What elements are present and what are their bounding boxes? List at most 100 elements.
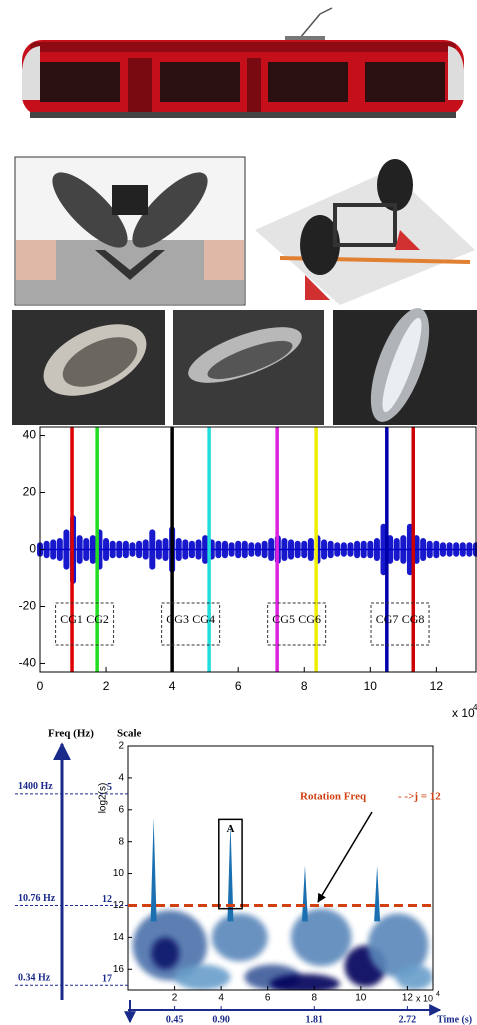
- window: [160, 62, 240, 102]
- scale-mark-label: 12: [102, 894, 112, 905]
- marker-label: CG3: [166, 612, 189, 626]
- scale-mark-label: 5: [107, 782, 112, 793]
- freq-title: Freq (Hz): [48, 728, 94, 740]
- wheel-tread: [382, 317, 422, 413]
- guide-wheel-image: [14, 156, 246, 306]
- pantograph: [319, 7, 333, 15]
- x-tick-label: 8: [301, 679, 308, 693]
- y-tick-label: 8: [118, 836, 124, 847]
- heat-blob: [151, 937, 180, 970]
- y-tick-label: -20: [19, 599, 37, 613]
- ground-edge: [16, 240, 56, 280]
- annotation-box: [218, 818, 243, 910]
- signal-chart: CG1 CG2 CG3 CG4 CG5 CG6 CG7 CG8 -40 -20 0 20 40 0 2 4 6 8…: [19, 426, 477, 720]
- y-tick-label: 6: [118, 804, 124, 815]
- y-tick-label: 40: [23, 428, 37, 442]
- x-tick-label: 0: [37, 679, 44, 693]
- y-tick-label: 16: [113, 964, 125, 975]
- x-multiplier: x 10: [416, 993, 433, 1003]
- marker-label: CG4: [192, 612, 215, 626]
- tram-back: [448, 46, 464, 100]
- rail: [95, 250, 165, 280]
- scale-title: Scale: [117, 728, 142, 740]
- x-tick-label: 6: [265, 993, 271, 1004]
- arrow: [395, 230, 420, 250]
- time-axis-title: Time (s): [437, 1014, 472, 1025]
- wheel: [52, 172, 128, 248]
- heat-blob: [270, 974, 340, 990]
- freq-label: 0.34 Hz: [18, 973, 51, 984]
- marker-label: CG7: [376, 612, 399, 626]
- y-tick-label: 12: [113, 900, 125, 911]
- y-tick-label: 4: [118, 773, 124, 784]
- threshold-annotation: - ->j = 12: [398, 791, 441, 803]
- ridge: [374, 865, 381, 922]
- marker-label: CG1: [60, 612, 83, 626]
- ridge: [301, 865, 308, 922]
- threshold-label: Rotation Freq: [300, 791, 367, 803]
- hub: [112, 185, 148, 215]
- tyre: [300, 215, 340, 275]
- x-tick-label: 2: [172, 993, 178, 1004]
- marker-label: CG2: [86, 612, 109, 626]
- wheel: [132, 172, 208, 248]
- scale-mark-label: 17: [102, 974, 112, 985]
- floor: [255, 170, 475, 305]
- wheel-rim: [207, 340, 293, 380]
- annotation-arrow: [317, 811, 373, 903]
- door: [247, 58, 261, 114]
- time-tick-label: 2.72: [399, 1014, 417, 1025]
- x-tick-label: 12: [402, 993, 414, 1004]
- x-tick-label: 4: [169, 679, 176, 693]
- heatmap: [128, 746, 433, 990]
- heat-blob: [367, 913, 429, 978]
- marker-label: CG6: [298, 612, 321, 626]
- freq-label: 1400 Hz: [18, 781, 53, 792]
- y-tick-label: 2: [118, 741, 124, 752]
- heat-blob: [211, 913, 268, 962]
- x-multiplier-exponent: 4: [473, 703, 477, 712]
- x-tick-label: 2: [103, 679, 110, 693]
- ridge: [150, 817, 157, 922]
- x-tick-label: 10: [364, 679, 378, 693]
- ridge: [227, 822, 234, 922]
- ground-edge: [204, 240, 244, 280]
- plot-frame: [127, 745, 434, 991]
- time-tick-label: 1.81: [306, 1014, 324, 1025]
- x-multiplier-exponent: 4: [436, 991, 440, 998]
- marker-label: CG8: [402, 612, 425, 626]
- y-axis-title: log2(s): [98, 783, 109, 814]
- y-tick-label: 20: [23, 485, 37, 499]
- x-tick-label: 8: [311, 993, 317, 1004]
- x-tick-label: 10: [355, 993, 367, 1004]
- y-tick-label: 14: [113, 932, 125, 943]
- heat-blob: [290, 908, 352, 967]
- skirt: [30, 112, 456, 118]
- window: [365, 62, 445, 102]
- pantograph-base: [285, 36, 325, 41]
- door: [128, 58, 152, 114]
- annotation-box-label: A: [226, 823, 234, 835]
- tyre: [377, 159, 413, 211]
- x-tick-label: 12: [430, 679, 444, 693]
- wheel-rim: [62, 337, 138, 387]
- marker-label: CG5: [272, 612, 295, 626]
- freq-label: 10.76 Hz: [18, 893, 56, 904]
- tram-roof: [30, 42, 456, 52]
- window: [268, 62, 348, 102]
- pantograph: [299, 13, 321, 39]
- heat-blob: [174, 964, 231, 990]
- wheel-photos: [12, 308, 477, 425]
- time-tick-label: 0.45: [166, 1014, 184, 1025]
- x-tick-label: 4: [218, 993, 224, 1004]
- arrow: [305, 275, 330, 300]
- x-multiplier: x 10: [452, 706, 475, 720]
- window: [40, 62, 120, 102]
- y-tick-label: 0: [29, 542, 36, 556]
- x-tick-label: 6: [235, 679, 242, 693]
- y-tick-label: 10: [113, 868, 125, 879]
- y-tick-label: -40: [19, 656, 37, 670]
